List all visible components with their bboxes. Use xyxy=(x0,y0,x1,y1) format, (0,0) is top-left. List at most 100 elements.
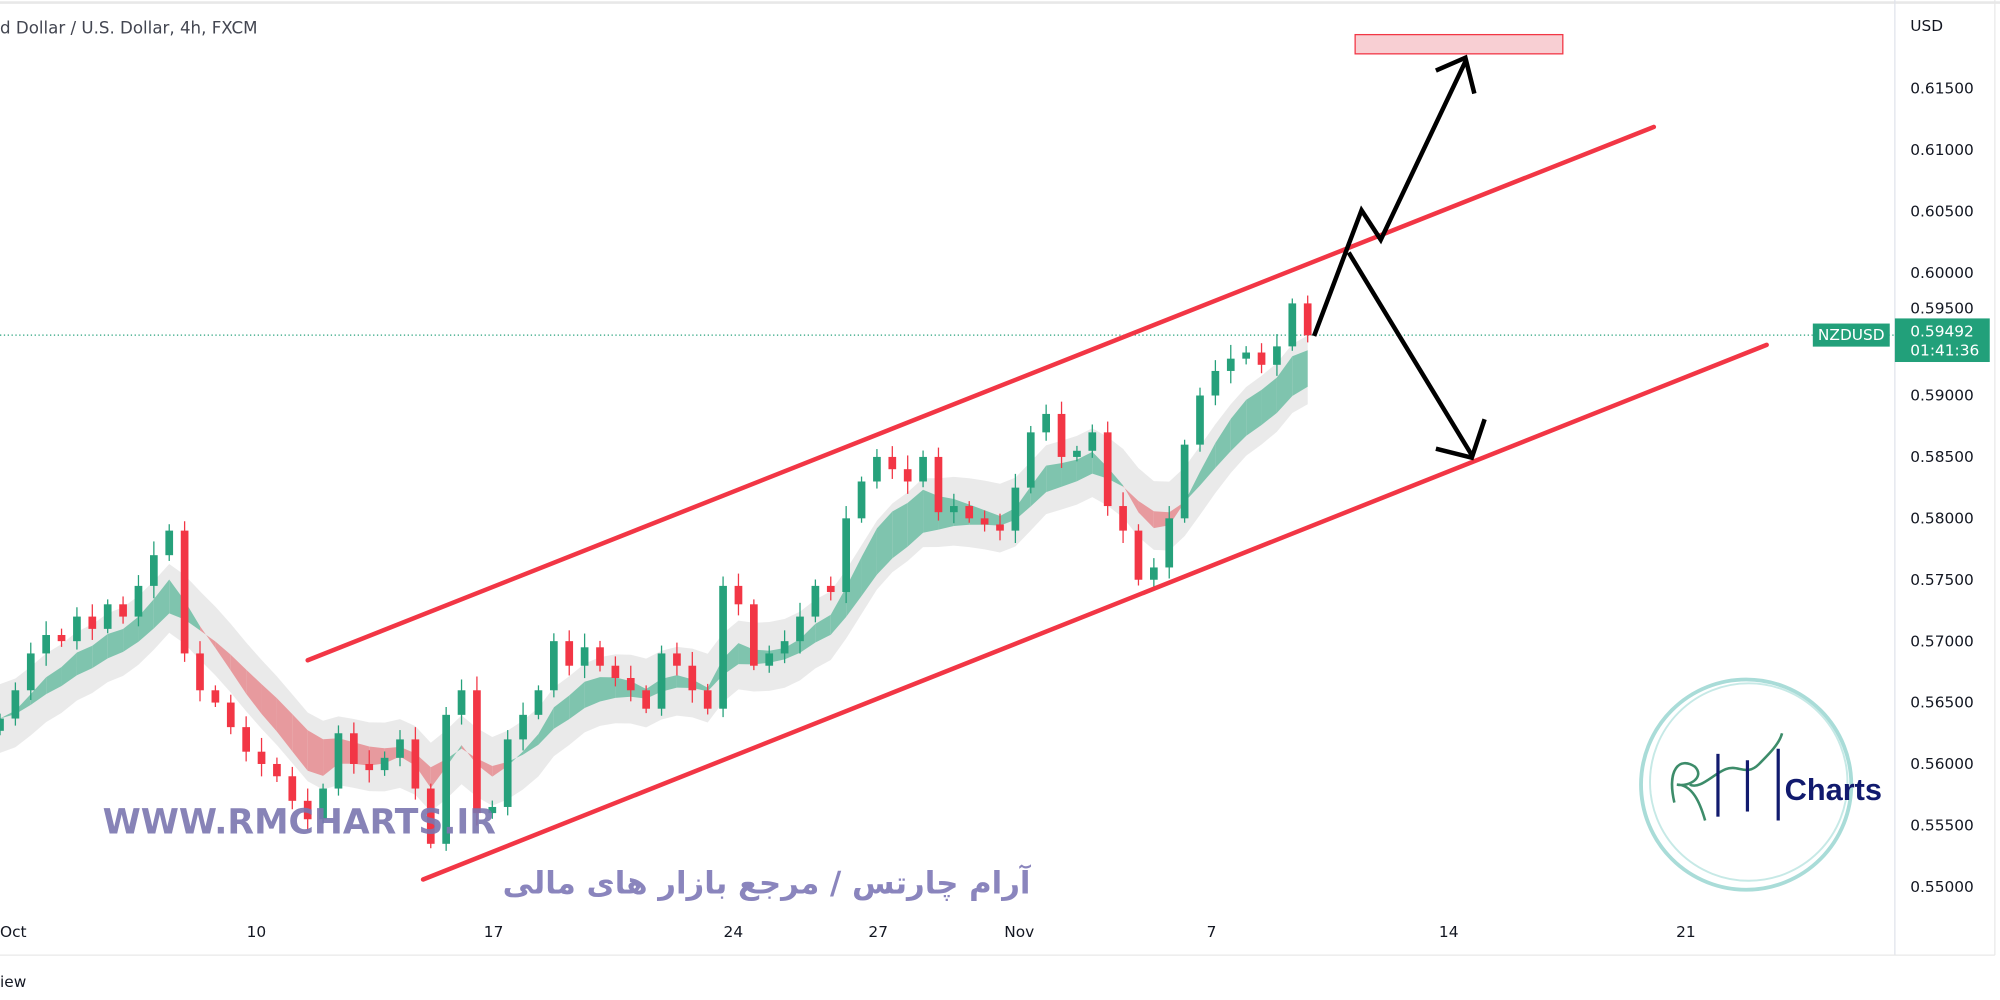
ma-ribbon-segment xyxy=(815,614,831,643)
ma-ribbon-segment xyxy=(246,669,262,714)
candle-body xyxy=(1119,506,1127,531)
candle-body xyxy=(1242,352,1250,359)
candle-body xyxy=(73,616,81,642)
candle-body xyxy=(1226,358,1235,371)
arrow-head-up-icon xyxy=(1435,54,1477,95)
candle-body xyxy=(950,506,958,513)
candle-body xyxy=(1134,530,1143,580)
ma-ribbon-segment xyxy=(784,639,800,660)
candle-body xyxy=(857,481,866,519)
candle-body xyxy=(919,456,927,482)
ma-ribbon-segment xyxy=(861,528,877,597)
ma-ribbon-segment xyxy=(1015,486,1031,520)
ma-ribbon-segment xyxy=(1061,459,1077,487)
ma-ribbon-segment xyxy=(1123,485,1139,513)
last-price-label: 0.59492 xyxy=(1910,322,1974,340)
candle-body xyxy=(965,506,974,519)
candle-body xyxy=(1073,450,1081,457)
ma-ribbon-segment xyxy=(1261,377,1277,425)
candle-body xyxy=(1057,413,1066,457)
candle-body xyxy=(1180,444,1189,519)
logo-signature-icon xyxy=(1670,732,1784,821)
candle-body xyxy=(1273,346,1281,365)
candle-body xyxy=(657,653,666,709)
candle-body xyxy=(1288,303,1297,347)
ma-ribbon-segment xyxy=(200,626,216,649)
ma-ribbon-segment xyxy=(215,641,231,671)
candle-body xyxy=(57,635,66,642)
bearish-scenario-arrow[interactable] xyxy=(1346,251,1474,457)
time-tick-label: 21 xyxy=(1676,923,1696,941)
candle-body xyxy=(88,616,97,629)
time-tick-label: 10 xyxy=(247,923,267,941)
price-tick-label: 0.60000 xyxy=(1910,264,1974,282)
candle-body xyxy=(1211,370,1220,396)
channel-lower-line[interactable] xyxy=(420,342,1769,882)
candle-body xyxy=(826,585,835,593)
time-axis[interactable]: Oct 10 17 24 27 Nov 7 14 21 xyxy=(0,923,1696,941)
channel-upper-line[interactable] xyxy=(305,124,1657,663)
ma-ribbon-segment xyxy=(1230,399,1247,452)
candle-body xyxy=(750,604,758,666)
candle-body xyxy=(1165,518,1174,568)
ma-ribbon-segment xyxy=(292,714,308,771)
bullish-scenario-arrow[interactable] xyxy=(1312,60,1468,337)
candle-body xyxy=(903,469,912,482)
ma-band-area xyxy=(0,335,1308,812)
candle-body xyxy=(365,763,374,771)
price-axis[interactable]: 0.61500 0.61000 0.60500 0.60000 0.59500 0.590… xyxy=(1910,80,1974,896)
ma-band xyxy=(0,335,1308,812)
ma-ribbon-segment xyxy=(846,556,862,617)
candle-body xyxy=(1011,487,1020,531)
candle-body xyxy=(980,518,989,525)
candle-body xyxy=(442,714,450,844)
candle-body xyxy=(150,555,158,586)
candle-body xyxy=(473,690,481,814)
price-tick-label: 0.55500 xyxy=(1910,817,1974,835)
candle-body xyxy=(0,718,4,731)
ma-ribbon-segment xyxy=(61,652,77,686)
time-tick-label: 24 xyxy=(724,923,744,941)
time-tick-label: 14 xyxy=(1439,923,1459,941)
ma-ribbon-segment xyxy=(107,628,124,659)
ma-ribbon-segment xyxy=(46,666,62,695)
ma-ribbon-segment xyxy=(523,733,539,755)
candle-body xyxy=(734,585,743,605)
candle-body xyxy=(488,806,497,814)
time-tick-label: Oct xyxy=(0,923,27,941)
rmcharts-logo: Charts xyxy=(1639,677,1882,892)
candle-body xyxy=(642,690,650,709)
candle-body xyxy=(719,585,727,709)
ma-ribbon-segment xyxy=(953,499,970,526)
price-tick-label: 0.55000 xyxy=(1910,878,1974,896)
ma-ribbon-segment xyxy=(569,681,585,720)
candle-body xyxy=(550,641,558,691)
candle-body xyxy=(703,690,712,709)
price-tick-label: 0.60500 xyxy=(1910,202,1974,220)
candle-body xyxy=(811,585,820,617)
candle-body xyxy=(42,635,50,654)
candle-body xyxy=(503,739,512,807)
candle-body xyxy=(673,653,681,666)
candle-body xyxy=(350,733,358,764)
ma-ribbon-segment xyxy=(1246,389,1262,436)
time-tick-label: 7 xyxy=(1207,923,1217,941)
ma-ribbon-segment xyxy=(138,599,154,642)
candle-body xyxy=(1042,413,1050,433)
ma-ribbon-segment xyxy=(1030,465,1047,507)
candle-body xyxy=(1257,352,1266,365)
target-zone-box[interactable] xyxy=(1354,33,1564,55)
price-tick-label: 0.61500 xyxy=(1910,80,1974,98)
candle-body xyxy=(165,530,174,556)
symbol-tag xyxy=(1812,323,1890,347)
ma-ribbon-segment xyxy=(92,633,108,669)
candle-body xyxy=(996,524,1004,531)
candle-body xyxy=(11,690,20,719)
ma-ribbon-segment xyxy=(1138,500,1154,529)
candle-body xyxy=(303,800,312,820)
watermark-url: WWW.RMCHARTS.IR xyxy=(103,802,496,842)
price-tick-label: 0.57500 xyxy=(1910,571,1974,589)
candle-body xyxy=(842,518,850,593)
candle-body xyxy=(103,604,112,629)
